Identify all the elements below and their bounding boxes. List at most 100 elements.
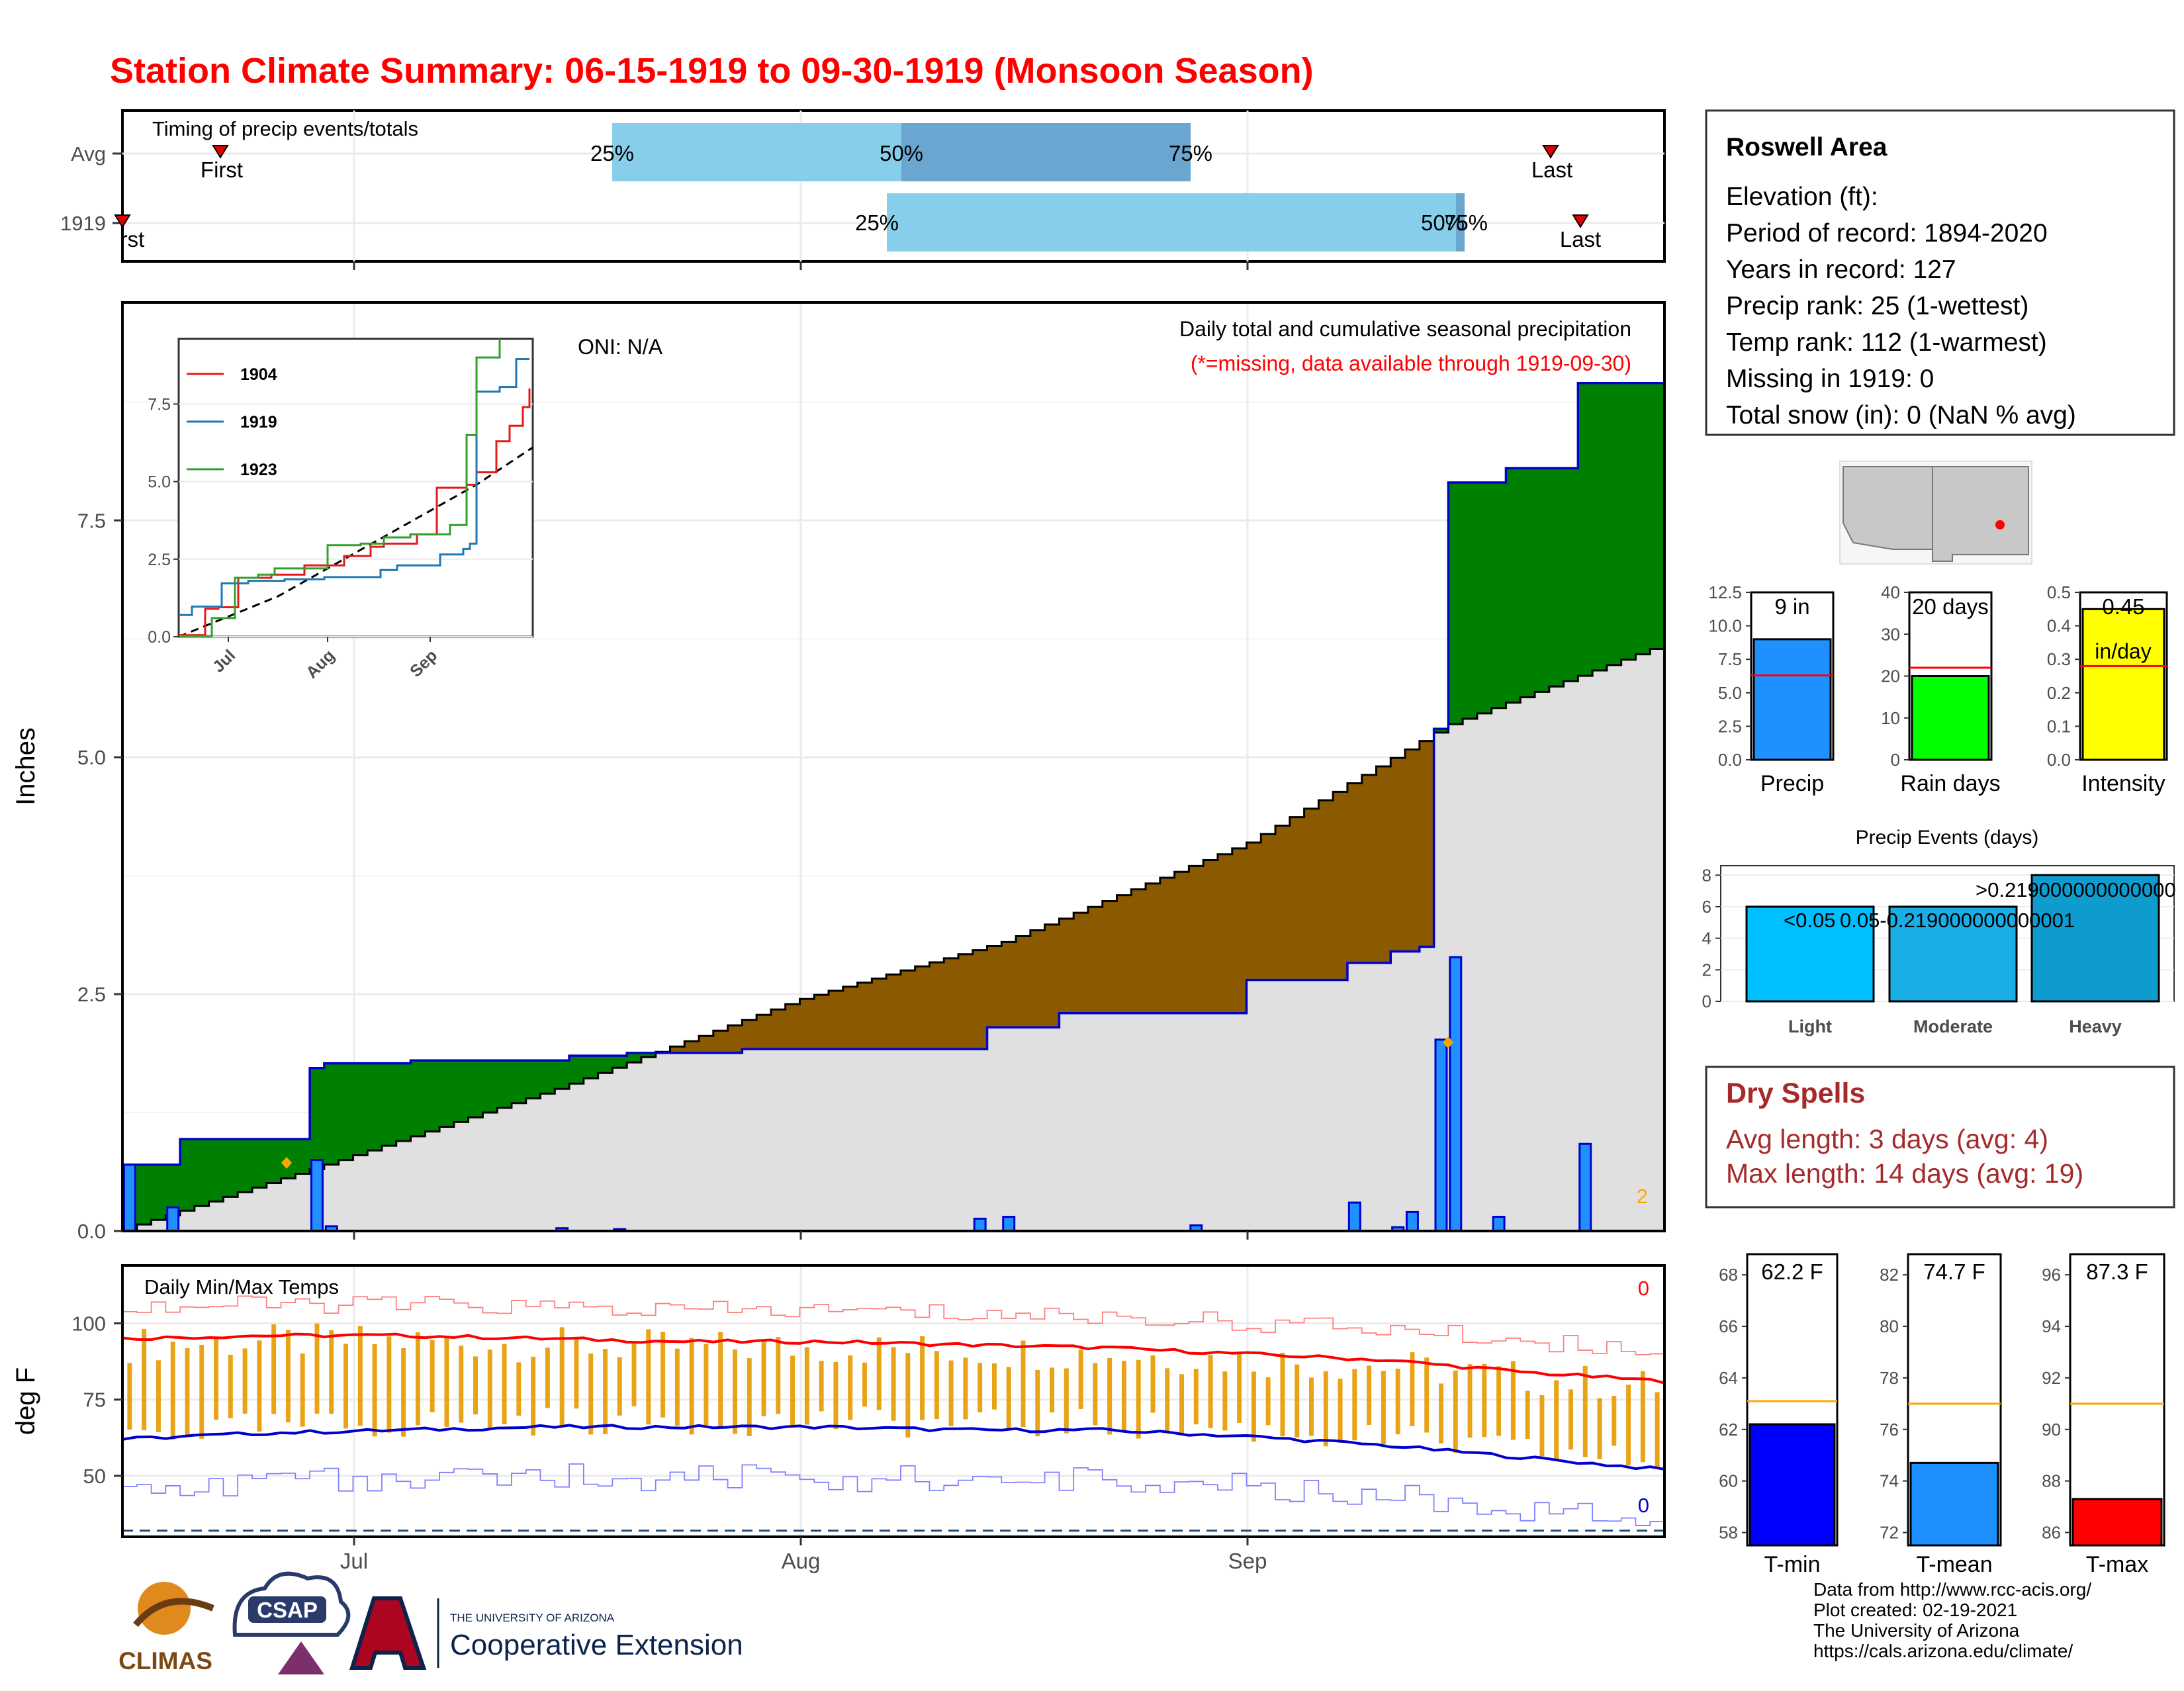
inset-y-tick: 7.5 [148,395,171,414]
daily-temp-bar [242,1348,248,1414]
y-tick-label: 92 [2042,1368,2061,1388]
daily-temp-bar [285,1330,291,1423]
y-tick-label: 10 [1881,708,1900,728]
daily-temp-bar [1626,1385,1631,1465]
wet-surplus [396,1063,412,1141]
y-tick-label: 7.5 [77,509,106,532]
daily-precip-bar [1002,1216,1016,1232]
observed-cumulative-line [122,381,1664,1166]
wet-surplus [1621,383,1637,660]
wet-surplus [425,1060,440,1132]
dry-deficit [670,1046,685,1053]
annotation-title: Daily total and cumulative seasonal prec… [1179,317,1631,341]
dry-deficit [1347,783,1363,963]
daily-temp-bar [444,1336,449,1427]
station-dot [1995,520,2005,529]
daily-temp-bar [142,1328,147,1430]
wet-surplus [1433,729,1449,733]
daily-temp-bar [646,1329,651,1425]
daily-temp-bar [1265,1377,1271,1426]
climas-swoosh-icon [133,1598,214,1627]
daily-temp-bar [214,1338,219,1420]
csap-logo-text: CSAP [257,1598,318,1622]
daily-temp-bar [199,1344,205,1439]
dry-spells-box: Dry Spells Avg length: 3 days (avg: 4) Max… [1705,1066,2175,1209]
missing-count: 2 [1637,1185,1648,1208]
y-tick-label: 40 [1881,582,1900,602]
wet-surplus [453,1060,469,1122]
daily-temp-bar [430,1340,435,1412]
dry-deficit [1318,800,1334,980]
wet-surplus [612,1056,627,1068]
dry-deficit [1102,901,1118,1013]
y-tick-label: 0.1 [2047,716,2071,736]
avg-min-line [122,1424,1665,1471]
daily-temp-bar [1150,1355,1156,1413]
y1919-50-75-bar [1456,193,1465,251]
precip-events-panel: Precip Events (days) Light Moderate Heavy <0… [1702,827,2184,1036]
y-tick-label: 0 [1702,991,1711,1011]
wet-surplus [1549,468,1565,687]
climas-logo-text: CLIMAS [118,1647,212,1674]
value-label: 87.3 F [2086,1259,2148,1284]
ua-small-text: THE UNIVERSITY OF ARIZONA [450,1612,615,1624]
wet-surplus [251,1139,267,1188]
wet-surplus [410,1060,426,1136]
y1919-p25-label: 25% [855,210,899,235]
dry-max: Max length: 14 days (avg: 19) [1726,1158,2083,1189]
wet-surplus [338,1063,354,1160]
footer-line: Plot created: 02-19-2021 [1813,1600,2018,1620]
dry-deficit [742,1020,757,1050]
daily-temp-bar [329,1330,334,1414]
daily-temp-bar [1323,1371,1328,1447]
legend-label: 1904 [240,365,277,384]
tempbar-tmax [2071,1498,2163,1547]
daily-temp-bar [761,1340,766,1416]
y-tick-label: 64 [1719,1368,1738,1388]
wet-surplus [353,1063,368,1156]
y-tick-label: 5.0 [77,746,106,769]
inset-y-tick: 2.5 [148,551,171,569]
daily-temp-bar [1582,1365,1588,1457]
daily-temp-bar [1165,1368,1170,1432]
daily-precip-bar [1449,956,1463,1232]
y-tick-label: 72 [1880,1523,1899,1543]
daily-precip-bar [122,1164,136,1232]
daily-temp-bar [257,1340,262,1432]
wet-surplus [482,1060,498,1113]
row-label: 1919 [60,212,106,235]
dry-deficit [857,982,872,1050]
daily-precip-bar [310,1159,324,1232]
newmexico-shape [1932,466,2029,562]
daily-temp-bar [689,1338,694,1435]
dry-deficit [1189,866,1204,1013]
dry-deficit [1087,907,1103,1013]
csap-mountain-icon [278,1641,324,1674]
y1919-first-marker [114,214,131,228]
dry-deficit [842,986,858,1050]
daily-temp-bar [1193,1369,1199,1425]
missing-marker [281,1157,292,1169]
dry-deficit [972,950,988,1050]
dry-deficit [829,990,844,1050]
daily-temp-bar [718,1332,723,1427]
wet-surplus [1578,383,1593,676]
daily-temp-bar [819,1361,824,1412]
daily-temp-bar [387,1336,392,1433]
y-tick-label: 0.4 [2047,616,2071,636]
wet-surplus [194,1139,210,1207]
daily-temp-bar [1050,1367,1055,1413]
daily-temp-bar [833,1361,839,1430]
daily-temp-bar [1367,1365,1372,1426]
avg-50-75-bar [901,123,1191,181]
wet-surplus [468,1060,483,1118]
value-label: 9 in [1774,594,1809,619]
avg-last-marker [1542,145,1559,159]
main-frame [121,301,1666,1232]
dry-deficit [1160,878,1175,1013]
wet-surplus [223,1139,238,1197]
daily-temp-bar [732,1349,737,1434]
y1919-p50-label: 50% [1421,210,1465,235]
daily-temp-bar [848,1355,853,1420]
